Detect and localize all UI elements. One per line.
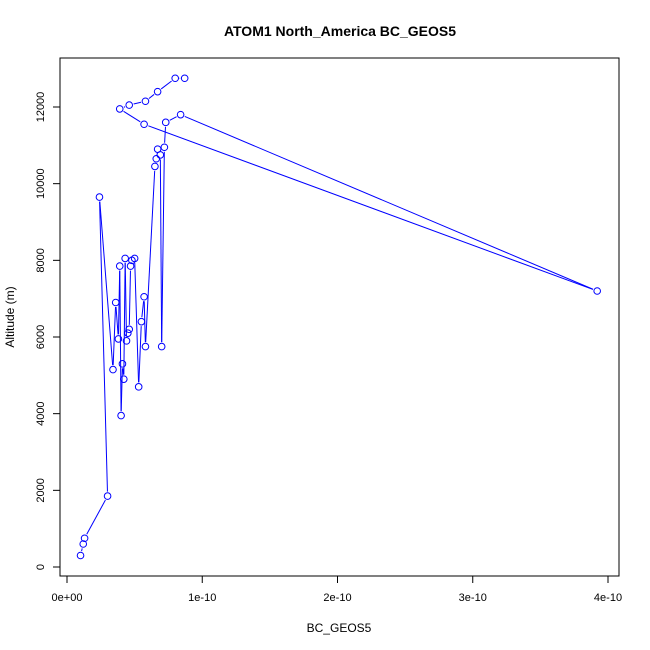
data-point	[130, 254, 139, 263]
data-point	[126, 262, 135, 270]
series-segment	[134, 262, 140, 383]
x-tick-label: 4e-10	[594, 592, 622, 604]
series-segment	[184, 115, 594, 290]
data-point	[111, 298, 120, 307]
series-segment	[141, 301, 145, 318]
data-point	[141, 97, 150, 106]
data-point	[95, 193, 104, 201]
y-tick-label: 10000	[35, 168, 47, 199]
x-axis-label: BC_GEOS5	[307, 621, 372, 635]
data-point	[153, 87, 162, 96]
data-point	[115, 105, 124, 113]
data-point	[79, 540, 88, 548]
x-tick-label: 3e-10	[459, 592, 487, 604]
series-segment	[169, 116, 177, 121]
series-segment	[159, 159, 163, 343]
data-points	[76, 74, 601, 560]
data-point	[157, 342, 166, 351]
y-tick-label: 8000	[35, 248, 47, 272]
data-point	[593, 287, 601, 295]
x-tick-label: 1e-10	[188, 592, 216, 604]
series-segment	[138, 326, 142, 383]
series-line-group	[81, 77, 594, 552]
series-segment	[112, 306, 117, 366]
plot-area-frame	[59, 57, 620, 577]
series-segment	[86, 499, 106, 535]
series-segment	[160, 80, 172, 90]
data-point	[118, 360, 127, 368]
series-segment	[123, 110, 141, 123]
series-segment	[148, 125, 594, 290]
data-point	[134, 383, 143, 391]
y-tick-label: 4000	[35, 401, 47, 425]
series-segment	[120, 368, 123, 412]
data-point	[115, 262, 124, 270]
series-segment	[122, 368, 124, 375]
data-point	[120, 375, 128, 383]
data-point	[171, 74, 179, 83]
data-point	[76, 551, 85, 560]
series-segment	[128, 270, 131, 325]
data-point	[121, 254, 129, 263]
series-segment	[123, 262, 126, 375]
series-segment	[115, 306, 119, 335]
y-axis-label: Altitude (m)	[3, 286, 17, 347]
data-point	[137, 317, 146, 326]
series-segment	[99, 201, 114, 366]
x-axis: 0e+00 1e-10 2e-10 3e-10 4e-10	[52, 575, 622, 604]
series-segment	[124, 262, 127, 337]
y-tick-label: 0	[35, 564, 47, 570]
data-point	[109, 365, 117, 374]
data-point	[103, 492, 112, 500]
data-point	[152, 154, 161, 163]
x-tick-label: 2e-10	[323, 592, 351, 604]
y-axis: 0 2000 4000 6000 8000 10000 12000	[35, 92, 61, 570]
data-point	[122, 337, 131, 345]
x-tick-label: 0e+00	[52, 592, 83, 604]
y-tick-label: 6000	[35, 325, 47, 349]
data-point	[125, 101, 134, 109]
series-segment	[148, 94, 155, 99]
data-point	[161, 118, 170, 127]
data-point	[80, 534, 89, 543]
data-point	[141, 342, 150, 351]
data-point	[125, 325, 134, 334]
data-point	[114, 335, 123, 343]
series-segment	[145, 170, 156, 343]
data-point	[151, 162, 159, 171]
data-point	[117, 411, 125, 420]
y-tick-label: 12000	[35, 92, 47, 123]
series-segment	[99, 201, 108, 492]
series-segment	[81, 548, 83, 552]
y-tick-label: 2000	[35, 478, 47, 502]
series-segment	[133, 101, 142, 105]
series-segment	[161, 151, 165, 343]
data-point	[140, 120, 148, 129]
data-point	[124, 329, 132, 337]
data-point	[160, 143, 169, 152]
data-point	[140, 292, 148, 301]
data-point	[156, 151, 165, 159]
chart-title: ATOM1 North_America BC_GEOS5	[224, 23, 456, 39]
series-segment	[119, 270, 122, 412]
series-segment	[164, 126, 166, 143]
data-point	[180, 74, 189, 83]
data-point	[176, 110, 185, 119]
